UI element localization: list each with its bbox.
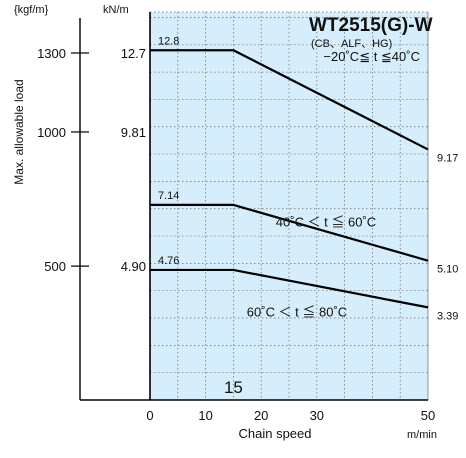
x-axis-unit: m/min: [407, 429, 437, 441]
x-tick-label: 50: [421, 408, 435, 423]
series-start-label: 7.14: [158, 190, 179, 202]
x-tick-label: 0: [146, 408, 153, 423]
series-line: [150, 268, 429, 309]
y-ticks: 1300 1000 500 12.7 9.81 4.90: [37, 46, 146, 274]
x-tick-label: 30: [310, 408, 324, 423]
series-start-label: 4.76: [158, 255, 179, 267]
x-tick-label: 10: [198, 408, 212, 423]
x-axis-label: Chain speed: [239, 426, 312, 441]
y-unit-kn: kN/m: [103, 4, 129, 16]
series-line: [150, 49, 429, 151]
y-tick-label-kn: 4.90: [121, 259, 146, 274]
series-end-label: 5.10: [437, 264, 458, 276]
series-name-label: 40˚C ＜ t ≦ 60˚C: [276, 214, 376, 229]
series-start-label: 12.8: [158, 35, 179, 47]
series-end-label: 3.39: [437, 310, 458, 322]
x-tick-label: 20: [254, 408, 268, 423]
y-tick-label-kn: 12.7: [121, 46, 146, 61]
chart-title: WT2515(G)-W: [309, 15, 433, 36]
series-lines: [150, 49, 429, 309]
y-tick-label-kgf: 1300: [37, 46, 66, 61]
series-end-label: 9.17: [437, 152, 458, 164]
y-tick-label-kn: 9.81: [121, 125, 146, 140]
series-name-label: −20˚C≦ t ≦40˚C: [323, 49, 420, 64]
y-tick-label-kgf: 500: [44, 259, 66, 274]
series-name-label: 60˚C ＜ t ≦ 80˚C: [247, 305, 347, 320]
grid-lines: [150, 11, 429, 400]
series-line: [150, 203, 429, 262]
y-axis-label: Max. allowable load: [12, 79, 26, 184]
y-tick-label-kgf: 1000: [37, 125, 66, 140]
chart-labels: 12.8 9.17 −20˚C≦ t ≦40˚C 7.14 5.10 40˚C ＜ t ≦…: [158, 35, 458, 322]
x-marker-label: 15: [224, 378, 243, 397]
y-unit-kgf: {kgf/m}: [14, 4, 49, 16]
chart-subtitle: (CB、ALF、HG): [311, 38, 392, 50]
x-ticks: 0 10 20 30 50 15: [146, 378, 435, 423]
